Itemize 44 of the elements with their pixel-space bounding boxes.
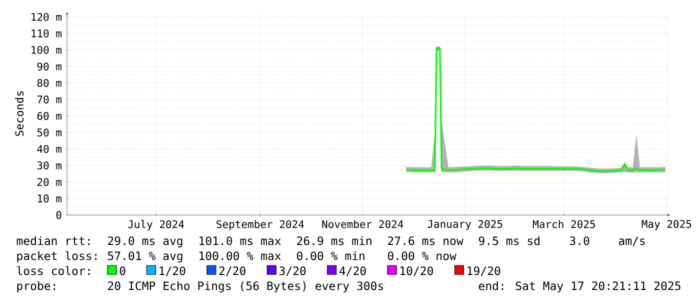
x-tick-label: September 2024 [216, 220, 304, 230]
legend-label: 2/20 [219, 266, 246, 276]
y-tick-label: 60 m [37, 112, 62, 120]
text: 0.00 % now [388, 251, 456, 260]
y-tick-label: 10 m [38, 194, 62, 202]
y-tick-label: 70 m [37, 95, 62, 104]
text: 26.9 ms min [297, 236, 372, 246]
text: 57.01 % avg [108, 251, 182, 262]
y-tick-label: 50 m [37, 128, 62, 136]
y-tick-label: 0 [56, 211, 62, 219]
x-tick-label: May 2025 [642, 220, 692, 230]
text: 27.6 ms now [388, 236, 464, 246]
text: 0.00 % min [296, 251, 364, 260]
y-tick-label: 110 m [32, 29, 62, 38]
text: median rtt: [16, 236, 90, 246]
text: am/s [618, 236, 645, 246]
y-tick-label: 100 m [32, 46, 62, 54]
x-tick-label: July 2024 [128, 220, 184, 230]
legend-label: 10/20 [400, 266, 433, 276]
y-tick-label: 80 m [37, 78, 62, 87]
x-tick-label: March 2025 [533, 220, 595, 228]
x-tick-label: January 2025 [428, 220, 502, 230]
text: probe: [17, 281, 55, 292]
y-tick-label: 40 m [37, 145, 62, 153]
y-axis-title: Seconds [15, 91, 24, 136]
y-tick-label: 30 m [37, 162, 62, 170]
legend-label: 4/20 [339, 266, 366, 276]
text: 101.0 ms max [200, 236, 281, 246]
legend-label: 1/20 [160, 266, 186, 276]
text: 20 ICMP Echo Pings (56 Bytes) every 300s [108, 281, 383, 292]
x-tick-label: November 2024 [322, 220, 404, 228]
legend-label: 0 [120, 266, 126, 276]
text: 100.00 % max [200, 251, 281, 260]
text: 29.0 ms avg [108, 236, 182, 248]
text: 3.0 [570, 236, 590, 246]
legend-label: 19/20 [468, 266, 500, 276]
y-tick-label: 120 m [32, 12, 62, 21]
legend-label: 3/20 [279, 266, 306, 276]
y-tick-label: 20 m [37, 178, 62, 186]
legend-title: loss color: [17, 266, 90, 276]
text: packet loss: [17, 251, 97, 262]
text: 9.5 ms sd [478, 236, 540, 246]
y-tick-label: 90 m [37, 62, 62, 70]
text: end: Sat May 17 20:21:11 2025 [478, 281, 680, 292]
